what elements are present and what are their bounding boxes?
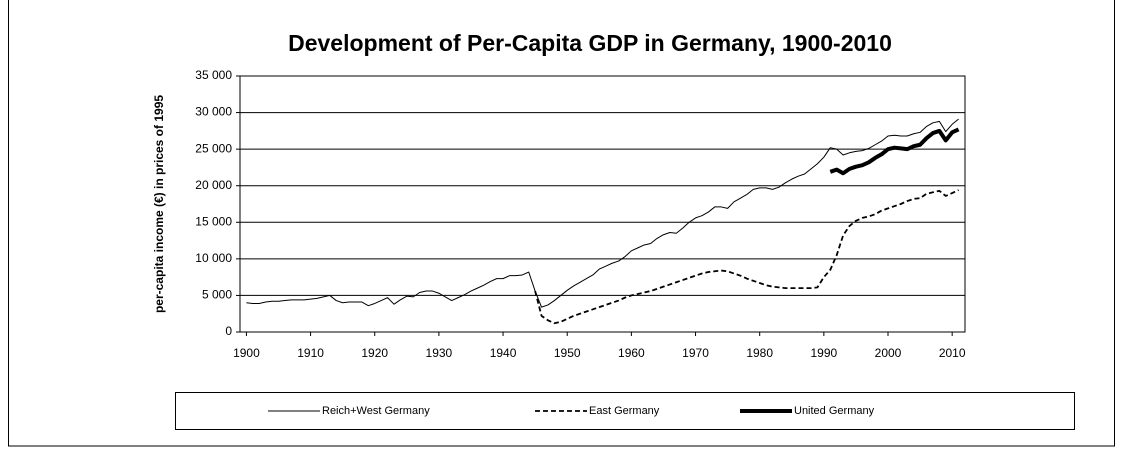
- x-tick-label: 2010: [939, 346, 966, 360]
- y-tick-label: 25 000: [195, 141, 232, 155]
- x-tick-label: 1900: [233, 346, 260, 360]
- x-tick-label: 1940: [490, 346, 517, 360]
- series-line: [829, 127, 960, 176]
- x-tick-label: 1960: [618, 346, 645, 360]
- x-tick-label: 1990: [810, 346, 837, 360]
- x-tick-label: 2000: [875, 346, 902, 360]
- x-tick-label: 1950: [554, 346, 581, 360]
- y-tick-label: 15 000: [195, 214, 232, 228]
- y-tick-label: 10 000: [195, 251, 232, 265]
- y-axis-label: per-capita income (€) in prices of 1995: [152, 95, 166, 313]
- plot-frame: [239, 75, 966, 333]
- y-tick-label: 35 000: [195, 68, 232, 82]
- legend-box: [175, 392, 1075, 430]
- legend-label: United Germany: [794, 405, 875, 417]
- chart-border: [8, 0, 1115, 447]
- series-line: [246, 118, 959, 308]
- y-tick-label: 5 000: [202, 288, 232, 302]
- y-tick-label: 20 000: [195, 178, 232, 192]
- series-line: [534, 189, 959, 325]
- x-tick-label: 1980: [746, 346, 773, 360]
- legend-label: East Germany: [589, 405, 660, 417]
- x-tick-label: 1930: [426, 346, 453, 360]
- x-tick-label: 1920: [361, 346, 388, 360]
- y-tick-label: 0: [225, 324, 232, 338]
- x-tick-label: 1970: [682, 346, 709, 360]
- legend-label: Reich+West Germany: [322, 405, 430, 417]
- chart-title: Development of Per-Capita GDP in Germany…: [288, 30, 892, 56]
- y-tick-label: 30 000: [195, 105, 232, 119]
- x-tick-label: 1910: [297, 346, 324, 360]
